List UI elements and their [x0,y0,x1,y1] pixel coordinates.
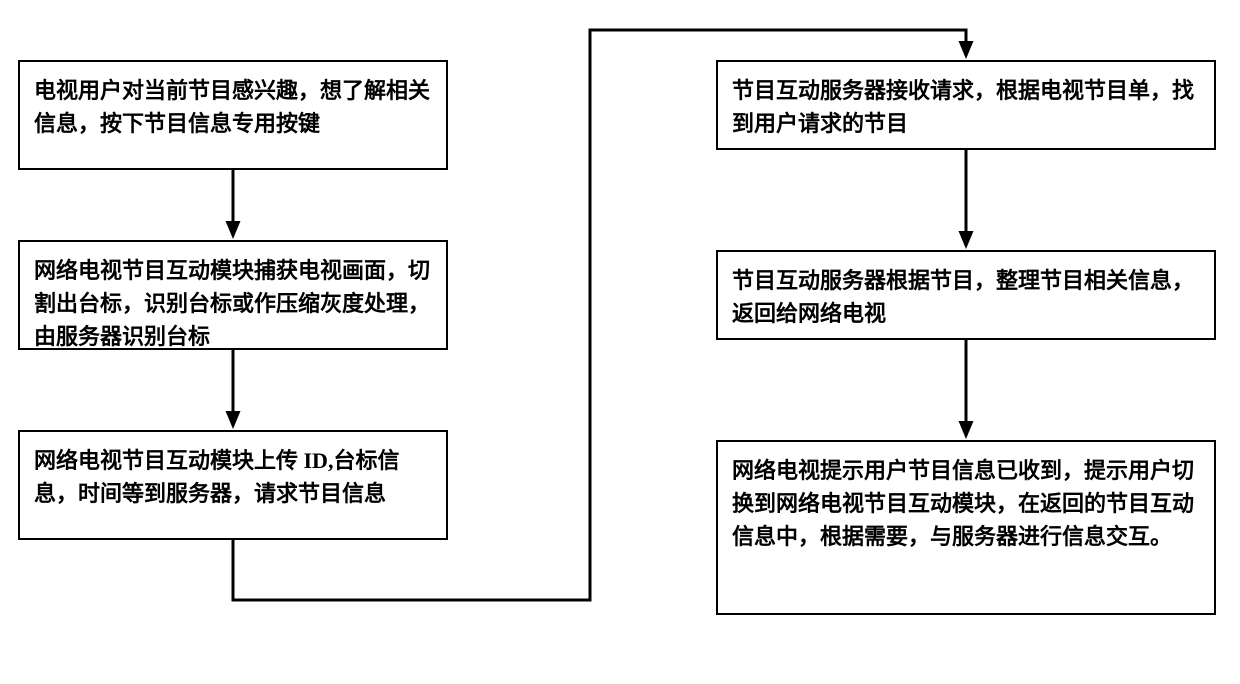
node-n4-text: 节目互动服务器接收请求，根据电视节目单，找到用户请求的节目 [732,78,1194,136]
node-n3-text: 网络电视节目互动模块上传 ID,台标信息，时间等到服务器，请求节目信息 [34,448,399,506]
node-n5: 节目互动服务器根据节目，整理节目相关信息，返回给网络电视 [716,250,1216,340]
node-n4: 节目互动服务器接收请求，根据电视节目单，找到用户请求的节目 [716,60,1216,150]
flowchart-canvas: 电视用户对当前节目感兴趣，想了解相关信息，按下节目信息专用按键 网络电视节目互动… [0,0,1240,684]
node-n1: 电视用户对当前节目感兴趣，想了解相关信息，按下节目信息专用按键 [18,60,448,170]
node-n3: 网络电视节目互动模块上传 ID,台标信息，时间等到服务器，请求节目信息 [18,430,448,540]
node-n5-text: 节目互动服务器根据节目，整理节目相关信息，返回给网络电视 [732,268,1194,326]
node-n2-text: 网络电视节目互动模块捕获电视画面，切割出台标，识别台标或作压缩灰度处理，由服务器… [34,258,430,349]
node-n2: 网络电视节目互动模块捕获电视画面，切割出台标，识别台标或作压缩灰度处理，由服务器… [18,240,448,350]
node-n1-text: 电视用户对当前节目感兴趣，想了解相关信息，按下节目信息专用按键 [34,78,430,136]
node-n6: 网络电视提示用户节目信息已收到，提示用户切换到网络电视节目互动模块，在返回的节目… [716,440,1216,615]
node-n6-text: 网络电视提示用户节目信息已收到，提示用户切换到网络电视节目互动模块，在返回的节目… [732,458,1194,549]
